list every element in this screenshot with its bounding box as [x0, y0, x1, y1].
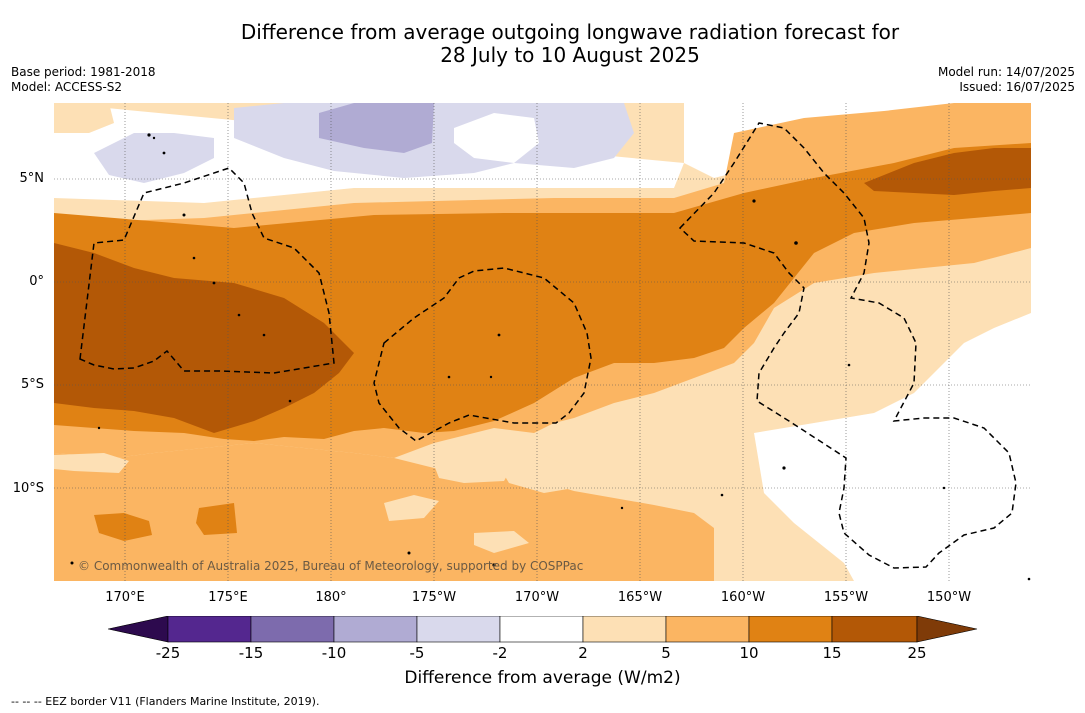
copyright-notice: © Commonwealth of Australia 2025, Bureau…: [78, 559, 584, 573]
model-run: Model run: 14/07/2025: [937, 65, 1075, 79]
eez-kiribati-phoenix: [373, 267, 592, 442]
cb-tick-25: 25: [907, 644, 927, 662]
swatch-gt-25: [916, 615, 978, 643]
eez-kiribati-gilbert: [79, 167, 335, 374]
neutral-pocket: [454, 113, 539, 163]
lon-label-155w: 155°W: [823, 590, 869, 605]
lat-label-0: 0°: [29, 274, 44, 289]
lon-label-165w: 165°W: [617, 590, 663, 605]
band-15-25-west: [54, 243, 354, 433]
olr-map: [54, 103, 1031, 581]
swatch-10-5: [333, 615, 418, 643]
lon-label-175e: 175°E: [208, 590, 248, 605]
base-info: Base period: 1981-2018 Model: ACCESS-S2: [11, 65, 156, 94]
lat-label-5n: 5°N: [19, 171, 45, 186]
cb-tick-neg15: -15: [238, 644, 264, 662]
eez-borders: [79, 122, 1017, 569]
lat-label-5s: 5°S: [20, 377, 44, 392]
band-10-15-blob-a: [94, 513, 152, 541]
swatch-2-2: [499, 615, 584, 643]
run-info: Model run: 14/07/2025 Issued: 16/07/2025: [938, 65, 1075, 94]
cb-tick-neg10: -10: [321, 644, 347, 662]
lon-label-150w: 150°W: [926, 590, 972, 605]
band-2-5-corner: [54, 103, 114, 133]
band-2-5-blob-d: [54, 453, 129, 473]
band-5-10-south: [54, 443, 714, 581]
neutral-southeast: [754, 313, 1031, 581]
band-15-25-northeast: [864, 148, 1031, 195]
model-name: Model: ACCESS-S2: [11, 79, 123, 94]
colorbar-swatches: [107, 615, 978, 643]
title-line-2: 28 July to 10 August 2025: [440, 43, 700, 67]
island-marks: [70, 133, 1031, 581]
band-2-5-blob-a: [434, 455, 514, 483]
swatch-2-5: [582, 615, 667, 643]
cb-tick-neg2: -2: [492, 644, 508, 662]
cb-tick-5: 5: [661, 644, 671, 662]
issued-date: Issued: 16/07/2025: [959, 79, 1075, 94]
cb-tick-15: 15: [822, 644, 842, 662]
lon-label-180: 180°: [315, 590, 347, 605]
band-2-5-blob-e: [494, 453, 574, 493]
lon-label-170w: 170°W: [514, 590, 560, 605]
swatch-15-10: [250, 615, 335, 643]
eez-footnote: -- -- -- EEZ border V11 (Flanders Marine…: [11, 695, 320, 708]
title-line-1: Difference from average outgoing longwav…: [240, 20, 900, 44]
swatch-15-25: [831, 615, 918, 643]
grid-lines: [54, 103, 1031, 581]
swatch-5-2: [416, 615, 501, 643]
cb-tick-2: 2: [578, 644, 588, 662]
cb-tick-neg5: -5: [409, 644, 425, 662]
swatch-5-10: [665, 615, 750, 643]
swatch-lt-25: [107, 615, 169, 643]
lon-label-170e: 170°E: [105, 590, 145, 605]
map-canvas: [54, 103, 1031, 581]
swatch-25-15: [167, 615, 252, 643]
band-neg10-neg5: [319, 103, 434, 153]
lon-label-175w: 175°W: [411, 590, 457, 605]
lon-label-160w: 160°W: [720, 590, 766, 605]
band-2-5-blob-b: [384, 495, 439, 521]
swatch-10-15: [748, 615, 833, 643]
cb-tick-10: 10: [739, 644, 759, 662]
colorbar: [107, 615, 978, 648]
base-period: Base period: 1981-2018: [11, 65, 156, 79]
cb-tick-neg25: -25: [155, 644, 181, 662]
colorbar-label: Difference from average (W/m2): [404, 668, 681, 688]
map-title: Difference from average outgoing longwav…: [0, 21, 1085, 67]
band-neg5-neg2-west: [94, 133, 214, 183]
band-10-15-blob-b: [196, 503, 237, 535]
band-2-5-blob-c: [474, 531, 529, 553]
lat-label-10s: 10°S: [12, 481, 44, 496]
